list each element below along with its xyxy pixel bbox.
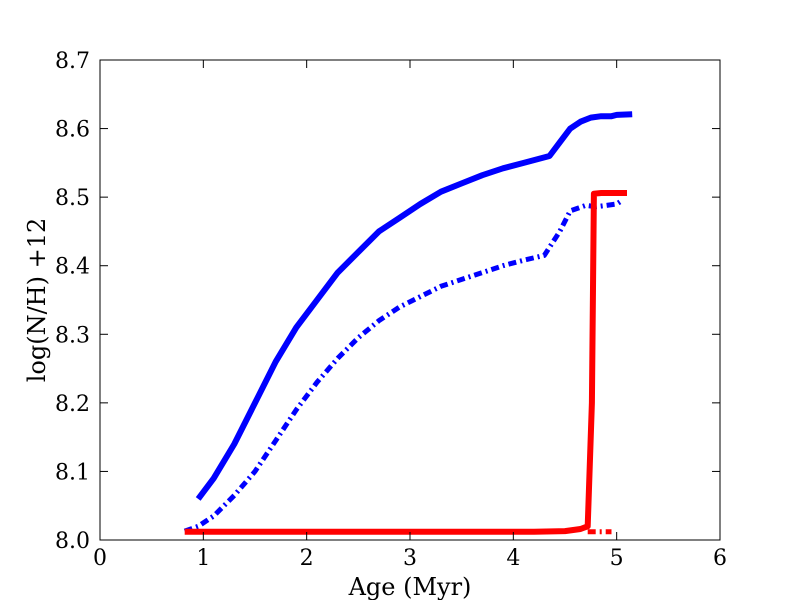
y-tick-label: 8.0 [55,529,90,554]
x-tick-label: 5 [610,546,624,571]
x-axis-label: Age (Myr) [348,573,472,600]
y-tick-label: 8.5 [55,186,90,211]
y-tick-label: 8.6 [55,118,90,143]
y-tick-label: 8.2 [55,392,90,417]
y-tick-label: 8.1 [55,460,90,485]
y-tick-label: 8.3 [55,323,90,348]
x-tick-label: 6 [713,546,727,571]
y-axis-label: log(N/H) +12 [23,218,51,383]
x-tick-label: 4 [506,546,520,571]
y-tick-label: 8.4 [55,255,90,280]
x-tick-label: 3 [403,546,417,571]
tick-layer: 0 1 2 3 4 5 6 8.0 8.1 8.2 8.3 8.4 8.5 8.6 8.7 [55,49,727,571]
series-line-2 [183,198,624,534]
y-tick-label: 8.7 [55,49,90,74]
series-line-3 [184,190,627,535]
x-tick-label: 0 [93,546,107,571]
x-tick-label: 2 [300,546,314,571]
x-tick-label: 1 [196,546,210,571]
series-line-1 [195,111,633,501]
series-layer [183,111,633,535]
